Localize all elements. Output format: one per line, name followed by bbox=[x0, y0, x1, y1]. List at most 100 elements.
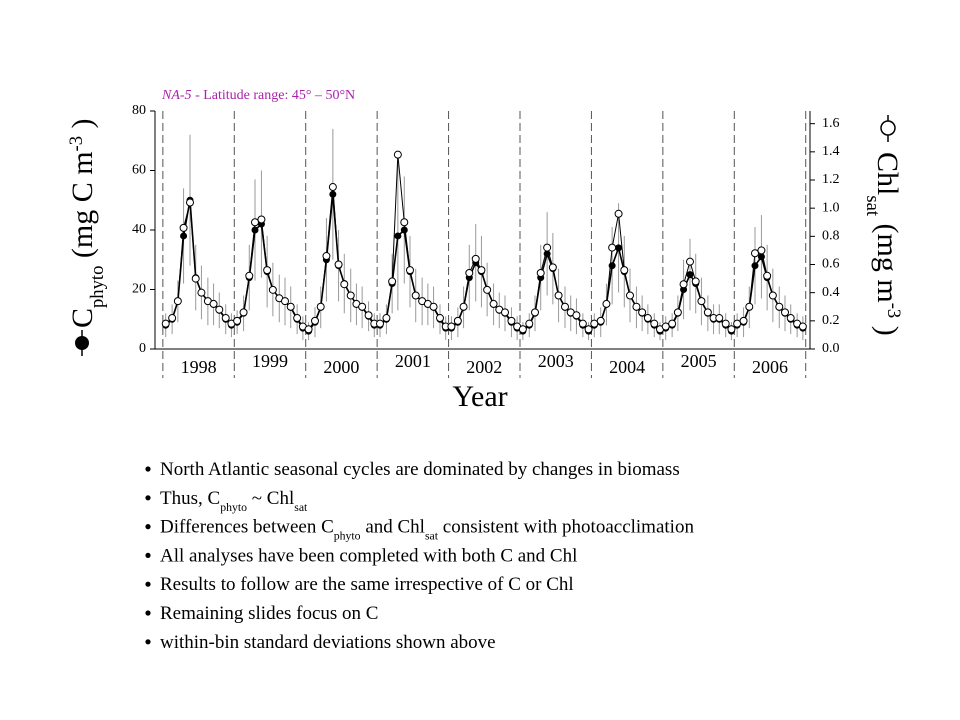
subscript: phyto bbox=[87, 266, 108, 308]
x-tick-label: 2005 bbox=[681, 351, 717, 371]
data-point bbox=[215, 305, 224, 314]
data-point bbox=[489, 299, 498, 308]
data-point bbox=[168, 314, 177, 323]
subscript: phyto bbox=[334, 529, 361, 542]
text-run: within-bin standard deviations shown abo… bbox=[160, 632, 496, 653]
x-tick-label: 2000 bbox=[323, 357, 359, 377]
data-point bbox=[304, 325, 313, 334]
y-tick-label: 60 bbox=[132, 163, 146, 178]
data-point bbox=[531, 308, 539, 317]
data-point bbox=[436, 314, 444, 323]
title-region: NA-5 bbox=[161, 88, 192, 103]
data-point bbox=[697, 297, 706, 306]
text-run: (mg C m bbox=[66, 151, 99, 265]
data-point bbox=[311, 316, 319, 325]
data-point bbox=[316, 302, 325, 311]
y2-tick-label: 1.2 bbox=[822, 172, 840, 187]
subscript: sat bbox=[294, 500, 308, 513]
y-tick-label: 80 bbox=[132, 103, 146, 118]
y2-tick-label: 0.4 bbox=[822, 285, 840, 300]
x-tick-label: 2002 bbox=[466, 357, 502, 377]
title-text: - Latitude range: 45° – 50°N bbox=[192, 88, 356, 103]
y2-tick-label: 0.6 bbox=[822, 257, 840, 272]
data-point bbox=[186, 198, 194, 207]
text-run: All analyses have been completed with bo… bbox=[160, 545, 577, 566]
data-point bbox=[686, 271, 694, 279]
data-point bbox=[281, 297, 289, 306]
data-point bbox=[596, 316, 605, 325]
data-point bbox=[328, 183, 337, 192]
data-point bbox=[727, 325, 736, 334]
data-point bbox=[251, 218, 259, 227]
data-point bbox=[340, 280, 349, 289]
data-point bbox=[590, 319, 599, 328]
data-point bbox=[768, 291, 777, 300]
data-point bbox=[346, 291, 355, 300]
data-point bbox=[578, 319, 587, 328]
data-point bbox=[209, 299, 218, 308]
data-point bbox=[763, 271, 772, 280]
data-point bbox=[447, 322, 456, 331]
superscript: -3 bbox=[66, 136, 87, 152]
data-point bbox=[191, 274, 200, 283]
data-point bbox=[572, 311, 581, 320]
text-run: North Atlantic seasonal cycles are domin… bbox=[160, 459, 680, 480]
bullet-dot bbox=[145, 466, 151, 472]
data-point bbox=[322, 252, 331, 261]
bullet-dot bbox=[145, 495, 151, 501]
text-run: Chl bbox=[871, 152, 904, 195]
data-point bbox=[453, 316, 462, 325]
y-tick-label: 0 bbox=[139, 341, 146, 356]
data-point bbox=[239, 308, 248, 317]
legend-marker bbox=[880, 120, 896, 136]
data-point bbox=[459, 302, 468, 311]
data-point bbox=[715, 314, 724, 323]
data-point bbox=[643, 314, 652, 323]
x-tick-label: 1998 bbox=[181, 357, 217, 377]
text-run: ) bbox=[66, 118, 99, 136]
x-tick-label: 2006 bbox=[752, 357, 788, 377]
data-point bbox=[786, 314, 795, 323]
text-run: Remaining slides focus on C bbox=[160, 603, 378, 624]
data-point bbox=[483, 285, 492, 294]
data-point bbox=[745, 302, 754, 311]
superscript: -3 bbox=[884, 303, 905, 319]
data-point bbox=[477, 266, 486, 275]
data-point bbox=[358, 302, 367, 311]
text-run: Results to follow are the same irrespect… bbox=[160, 574, 574, 595]
data-point bbox=[173, 297, 182, 306]
data-point bbox=[775, 302, 784, 311]
bullet-dot bbox=[145, 610, 151, 616]
bullet-text: Differences between Cphyto and Chlsat co… bbox=[160, 517, 694, 543]
y2-tick-label: 1.0 bbox=[822, 200, 840, 215]
data-point bbox=[661, 322, 670, 331]
data-point bbox=[286, 302, 295, 311]
data-point bbox=[751, 249, 759, 258]
text-run: Differences between C bbox=[160, 517, 334, 538]
data-point bbox=[543, 243, 552, 252]
y2-tick-label: 1.6 bbox=[822, 116, 840, 131]
data-point bbox=[376, 319, 384, 328]
data-point bbox=[394, 232, 402, 240]
data-point bbox=[251, 226, 259, 234]
data-point bbox=[406, 266, 414, 275]
data-point bbox=[638, 308, 647, 317]
data-point bbox=[465, 268, 474, 277]
x-tick-label: 2001 bbox=[395, 351, 431, 371]
legend-marker bbox=[75, 336, 89, 350]
data-point bbox=[608, 243, 617, 252]
x-tick-label: 2004 bbox=[609, 357, 645, 377]
text-run: consistent with photoacclimation bbox=[438, 517, 694, 538]
data-point bbox=[602, 299, 611, 308]
data-point bbox=[161, 319, 170, 328]
data-point bbox=[536, 268, 545, 277]
data-point bbox=[429, 302, 438, 311]
y-axis-label: Cphyto (mg C m-3 ) bbox=[66, 118, 108, 328]
y-tick-label: 20 bbox=[132, 282, 146, 297]
data-point bbox=[614, 209, 623, 218]
bullet-text: North Atlantic seasonal cycles are domin… bbox=[160, 459, 680, 480]
bullet-text: Remaining slides focus on C bbox=[160, 603, 378, 624]
y2-tick-label: 0.2 bbox=[822, 313, 840, 328]
data-point bbox=[263, 266, 272, 275]
data-point bbox=[393, 150, 402, 159]
